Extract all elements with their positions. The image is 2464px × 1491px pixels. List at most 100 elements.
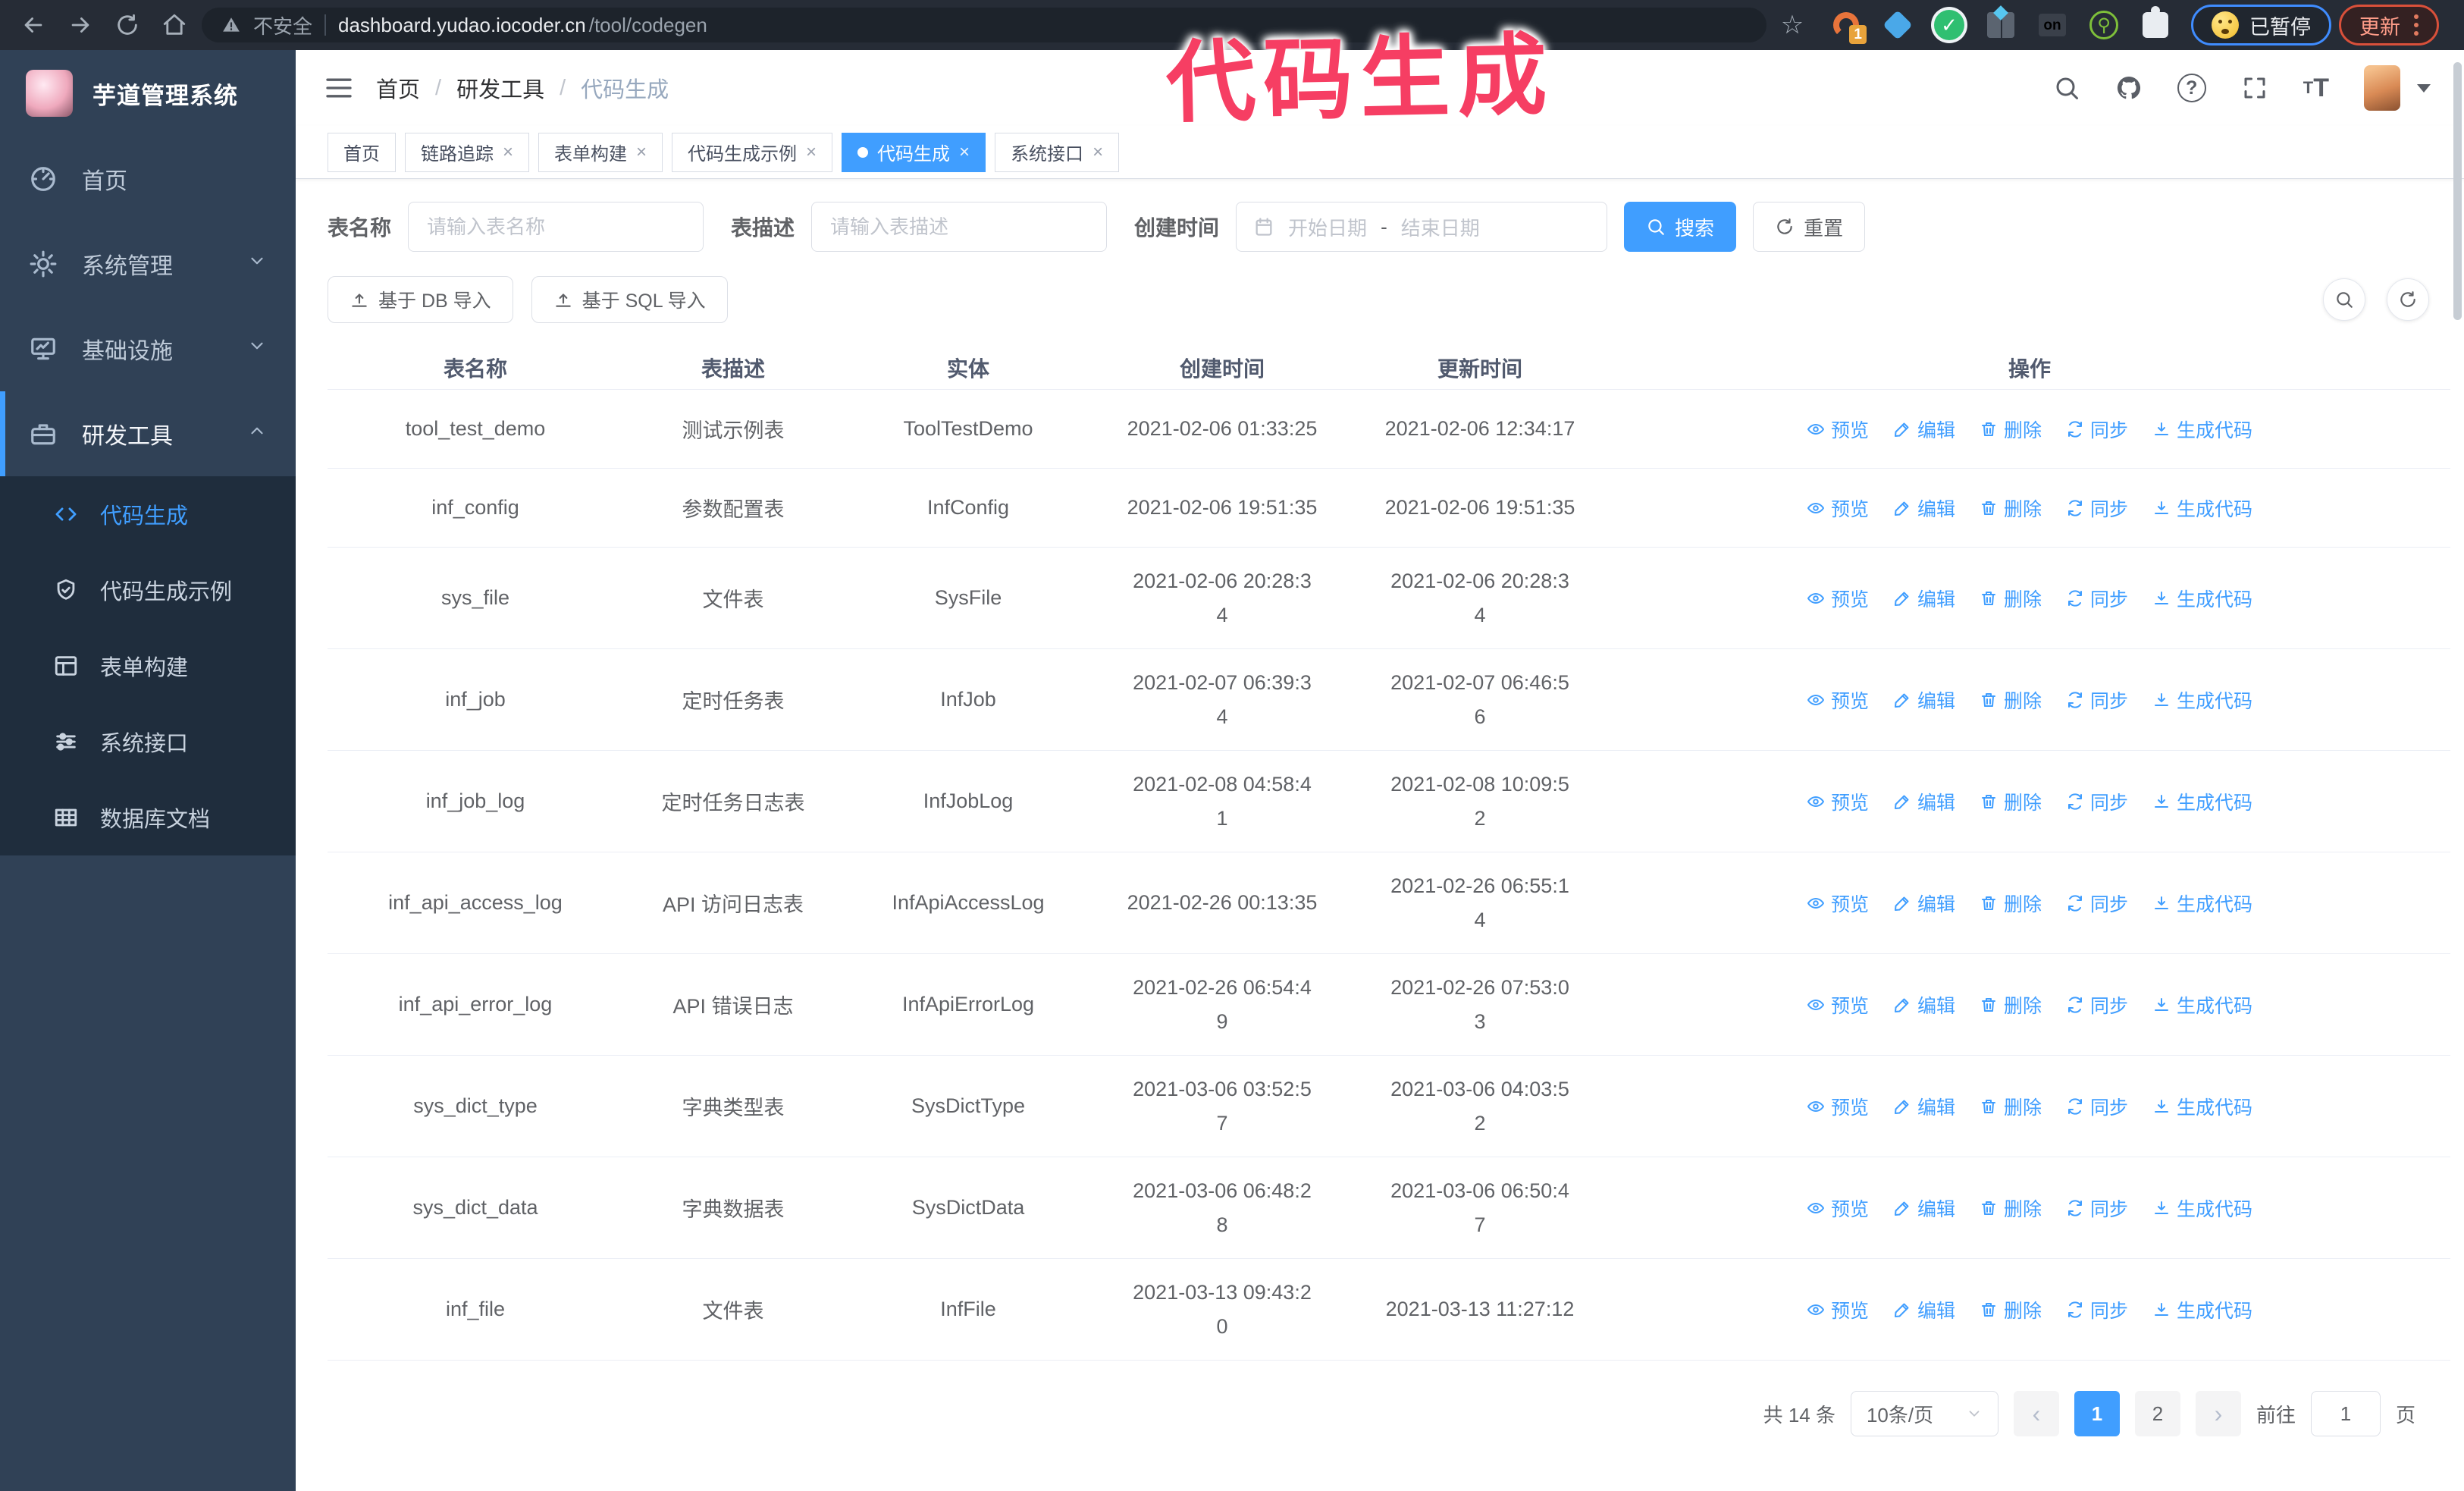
table-desc-input[interactable]: [811, 202, 1108, 252]
edit-link[interactable]: 编辑: [1893, 416, 1955, 443]
goto-page-input[interactable]: [2310, 1391, 2381, 1436]
page-button-2[interactable]: 2: [2134, 1391, 2180, 1436]
delete-link[interactable]: 删除: [1980, 1093, 2042, 1120]
delete-link[interactable]: 删除: [1980, 416, 2042, 443]
preview-link[interactable]: 预览: [1807, 494, 1869, 522]
user-avatar[interactable]: [2364, 65, 2400, 111]
edit-link[interactable]: 编辑: [1893, 1296, 1955, 1323]
close-icon[interactable]: [503, 142, 513, 163]
sync-link[interactable]: 同步: [2066, 991, 2128, 1019]
generate-code-link[interactable]: 生成代码: [2152, 1296, 2252, 1323]
refresh-table-button[interactable]: [2387, 278, 2429, 321]
extension-orange-icon[interactable]: 1: [1830, 9, 1867, 44]
tag-codegen-example[interactable]: 代码生成示例: [672, 132, 833, 172]
tag-form-builder[interactable]: 表单构建: [538, 132, 663, 172]
edit-link[interactable]: 编辑: [1893, 991, 1955, 1019]
sidebar-item-system[interactable]: 系统管理: [0, 221, 296, 306]
edit-link[interactable]: 编辑: [1893, 1194, 1955, 1222]
sidebar-item-home[interactable]: 首页: [0, 137, 296, 221]
delete-link[interactable]: 删除: [1980, 991, 2042, 1019]
delete-link[interactable]: 删除: [1980, 788, 2042, 815]
avatar-caret-icon[interactable]: [2417, 83, 2431, 93]
sync-link[interactable]: 同步: [2066, 494, 2128, 522]
paused-extension-pill[interactable]: 已暂停: [2191, 5, 2331, 46]
extension-panels-icon[interactable]: [1985, 9, 2017, 41]
close-icon[interactable]: [636, 142, 647, 163]
edit-link[interactable]: 编辑: [1893, 1093, 1955, 1120]
tag-tracing[interactable]: 链路追踪: [405, 132, 530, 172]
sidebar-item-db-doc[interactable]: 数据库文档: [0, 780, 296, 855]
toggle-search-button[interactable]: [2323, 278, 2365, 321]
browser-home-button[interactable]: [155, 5, 194, 45]
sidebar-collapse-button[interactable]: [318, 67, 359, 108]
delete-link[interactable]: 删除: [1980, 585, 2042, 612]
generate-code-link[interactable]: 生成代码: [2152, 1093, 2252, 1120]
reset-button[interactable]: 重置: [1753, 202, 1866, 252]
preview-link[interactable]: 预览: [1807, 1093, 1869, 1120]
delete-link[interactable]: 删除: [1980, 686, 2042, 714]
extension-puzzle-icon[interactable]: [2140, 6, 2171, 41]
sidebar-item-codegen-example[interactable]: 代码生成示例: [0, 552, 296, 628]
page-scrollbar[interactable]: [2453, 62, 2462, 320]
extension-dark-icon[interactable]: on: [2036, 9, 2068, 41]
breadcrumb-home[interactable]: 首页: [376, 78, 421, 102]
browser-menu-dots-icon[interactable]: [2414, 14, 2419, 36]
sidebar-item-infra[interactable]: 基础设施: [0, 306, 296, 391]
extension-green-check-icon[interactable]: ✓: [1933, 9, 1965, 41]
extension-green-key-icon[interactable]: ⚲: [2088, 9, 2120, 41]
sync-link[interactable]: 同步: [2066, 585, 2128, 612]
tag-codegen[interactable]: 代码生成: [842, 132, 986, 172]
preview-link[interactable]: 预览: [1807, 991, 1869, 1019]
address-bar[interactable]: 不安全 dashboard.yudao.iocoder.cn /tool/cod…: [202, 8, 1766, 42]
app-logo-row[interactable]: 芋道管理系统: [0, 50, 296, 137]
fullscreen-icon[interactable]: [2241, 74, 2268, 102]
import-db-button[interactable]: 基于 DB 导入: [328, 276, 513, 323]
edit-link[interactable]: 编辑: [1893, 494, 1955, 522]
breadcrumb-devtools[interactable]: 研发工具: [456, 78, 545, 102]
generate-code-link[interactable]: 生成代码: [2152, 991, 2252, 1019]
font-size-icon[interactable]: [2303, 74, 2329, 103]
sidebar-item-devtools[interactable]: 研发工具: [0, 391, 296, 476]
bookmark-star-icon[interactable]: [1774, 10, 1810, 40]
generate-code-link[interactable]: 生成代码: [2152, 788, 2252, 815]
sync-link[interactable]: 同步: [2066, 1296, 2128, 1323]
delete-link[interactable]: 删除: [1980, 494, 2042, 522]
extension-blue-gem-icon[interactable]: [1882, 9, 1914, 41]
edit-link[interactable]: 编辑: [1893, 585, 1955, 612]
delete-link[interactable]: 删除: [1980, 890, 2042, 917]
sidebar-item-form-builder[interactable]: 表单构建: [0, 628, 296, 704]
page-button-1[interactable]: 1: [2074, 1391, 2120, 1436]
close-icon[interactable]: [806, 142, 817, 163]
table-name-input[interactable]: [408, 202, 704, 252]
preview-link[interactable]: 预览: [1807, 1296, 1869, 1323]
sidebar-item-codegen[interactable]: 代码生成: [0, 476, 296, 552]
prev-page-button[interactable]: [2013, 1391, 2059, 1436]
sync-link[interactable]: 同步: [2066, 788, 2128, 815]
sidebar-item-system-api[interactable]: 系统接口: [0, 704, 296, 780]
page-size-select[interactable]: 10条/页: [1850, 1391, 1998, 1436]
next-page-button[interactable]: [2195, 1391, 2241, 1436]
preview-link[interactable]: 预览: [1807, 585, 1869, 612]
generate-code-link[interactable]: 生成代码: [2152, 416, 2252, 443]
browser-update-pill[interactable]: 更新: [2339, 5, 2439, 46]
generate-code-link[interactable]: 生成代码: [2152, 1194, 2252, 1222]
edit-link[interactable]: 编辑: [1893, 890, 1955, 917]
preview-link[interactable]: 预览: [1807, 1194, 1869, 1222]
browser-back-button[interactable]: [14, 5, 53, 45]
sync-link[interactable]: 同步: [2066, 416, 2128, 443]
generate-code-link[interactable]: 生成代码: [2152, 494, 2252, 522]
preview-link[interactable]: 预览: [1807, 416, 1869, 443]
sync-link[interactable]: 同步: [2066, 1194, 2128, 1222]
tag-home[interactable]: 首页: [328, 132, 396, 172]
sync-link[interactable]: 同步: [2066, 686, 2128, 714]
sync-link[interactable]: 同步: [2066, 890, 2128, 917]
edit-link[interactable]: 编辑: [1893, 788, 1955, 815]
browser-forward-button[interactable]: [61, 5, 100, 45]
search-button[interactable]: 搜索: [1624, 202, 1737, 252]
search-icon[interactable]: [2053, 74, 2080, 102]
preview-link[interactable]: 预览: [1807, 686, 1869, 714]
delete-link[interactable]: 删除: [1980, 1194, 2042, 1222]
close-icon[interactable]: [1092, 142, 1103, 163]
help-icon[interactable]: [2177, 74, 2206, 102]
sync-link[interactable]: 同步: [2066, 1093, 2128, 1120]
